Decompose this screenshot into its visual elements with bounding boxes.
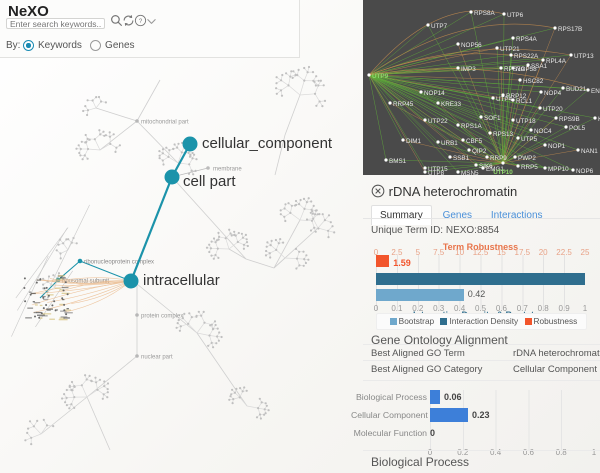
svg-text:RRP5: RRP5	[521, 164, 538, 171]
svg-text:UTP21: UTP21	[500, 46, 520, 53]
svg-text:UTP18: UTP18	[516, 118, 536, 125]
svg-text:HSC82: HSC82	[523, 78, 544, 85]
svg-text:UTP6: UTP6	[507, 12, 524, 19]
svg-text:NOP14: NOP14	[424, 90, 445, 97]
svg-text:ribonucleoprotein complex: ribonucleoprotein complex	[84, 260, 154, 266]
svg-text:PWP2: PWP2	[518, 155, 536, 162]
svg-text:UTP10: UTP10	[493, 169, 513, 175]
svg-text:UTP8: UTP8	[428, 170, 445, 175]
svg-text:NOP4: NOP4	[544, 90, 562, 97]
svg-text:RRP45: RRP45	[393, 101, 414, 108]
svg-text:UTP9: UTP9	[372, 73, 389, 80]
svg-text:QIP2: QIP2	[472, 148, 487, 155]
svg-text:RPS4A: RPS4A	[516, 36, 537, 43]
svg-text:RPS1A: RPS1A	[461, 123, 482, 130]
svg-text:protein complex: protein complex	[141, 313, 183, 319]
svg-text:NOC4: NOC4	[534, 128, 552, 135]
svg-text:IMP3: IMP3	[461, 66, 476, 73]
svg-text:SSA1: SSA1	[531, 63, 548, 70]
svg-text:UTP22: UTP22	[428, 118, 448, 125]
svg-text:BUD21: BUD21	[566, 86, 587, 93]
svg-text:RPS9B: RPS9B	[559, 116, 580, 123]
svg-text:SOF1: SOF1	[484, 115, 501, 122]
svg-text:RPS17B: RPS17B	[558, 26, 582, 33]
svg-text:nuclear part: nuclear part	[141, 354, 173, 360]
svg-text:RCL1: RCL1	[516, 98, 533, 105]
svg-text:NOP1: NOP1	[548, 143, 566, 150]
svg-text:UTP4: UTP4	[496, 96, 513, 103]
svg-text:UTP7: UTP7	[431, 23, 448, 30]
svg-text:UTP5: UTP5	[521, 136, 538, 143]
svg-text:RRP9: RRP9	[490, 155, 507, 162]
svg-text:MPP10: MPP10	[548, 166, 569, 173]
svg-text:NOP6: NOP6	[576, 168, 594, 175]
svg-text:MSN5: MSN5	[461, 170, 479, 175]
svg-text:ENP1: ENP1	[591, 88, 600, 95]
svg-text:UTP13: UTP13	[574, 53, 594, 60]
svg-text:KRE33: KRE33	[441, 101, 461, 108]
svg-text:CBF5: CBF5	[466, 138, 483, 145]
svg-text:BMS1: BMS1	[389, 158, 407, 165]
svg-text:NOP56: NOP56	[461, 42, 482, 49]
svg-text:RPS22A: RPS22A	[514, 53, 539, 60]
svg-text:DIM1: DIM1	[406, 138, 422, 145]
svg-text:UTP20: UTP20	[543, 106, 563, 113]
svg-text:POL5: POL5	[569, 125, 586, 132]
svg-text:RPL4A: RPL4A	[546, 58, 567, 65]
svg-text:RPS8A: RPS8A	[474, 10, 495, 17]
svg-text:URB1: URB1	[441, 140, 458, 147]
svg-text:?: ?	[139, 19, 143, 25]
svg-text:mitochondrial part: mitochondrial part	[141, 119, 189, 125]
svg-text:SSB1: SSB1	[453, 155, 470, 162]
svg-text:NAN1: NAN1	[581, 148, 598, 155]
svg-text:RPS13: RPS13	[493, 131, 513, 138]
